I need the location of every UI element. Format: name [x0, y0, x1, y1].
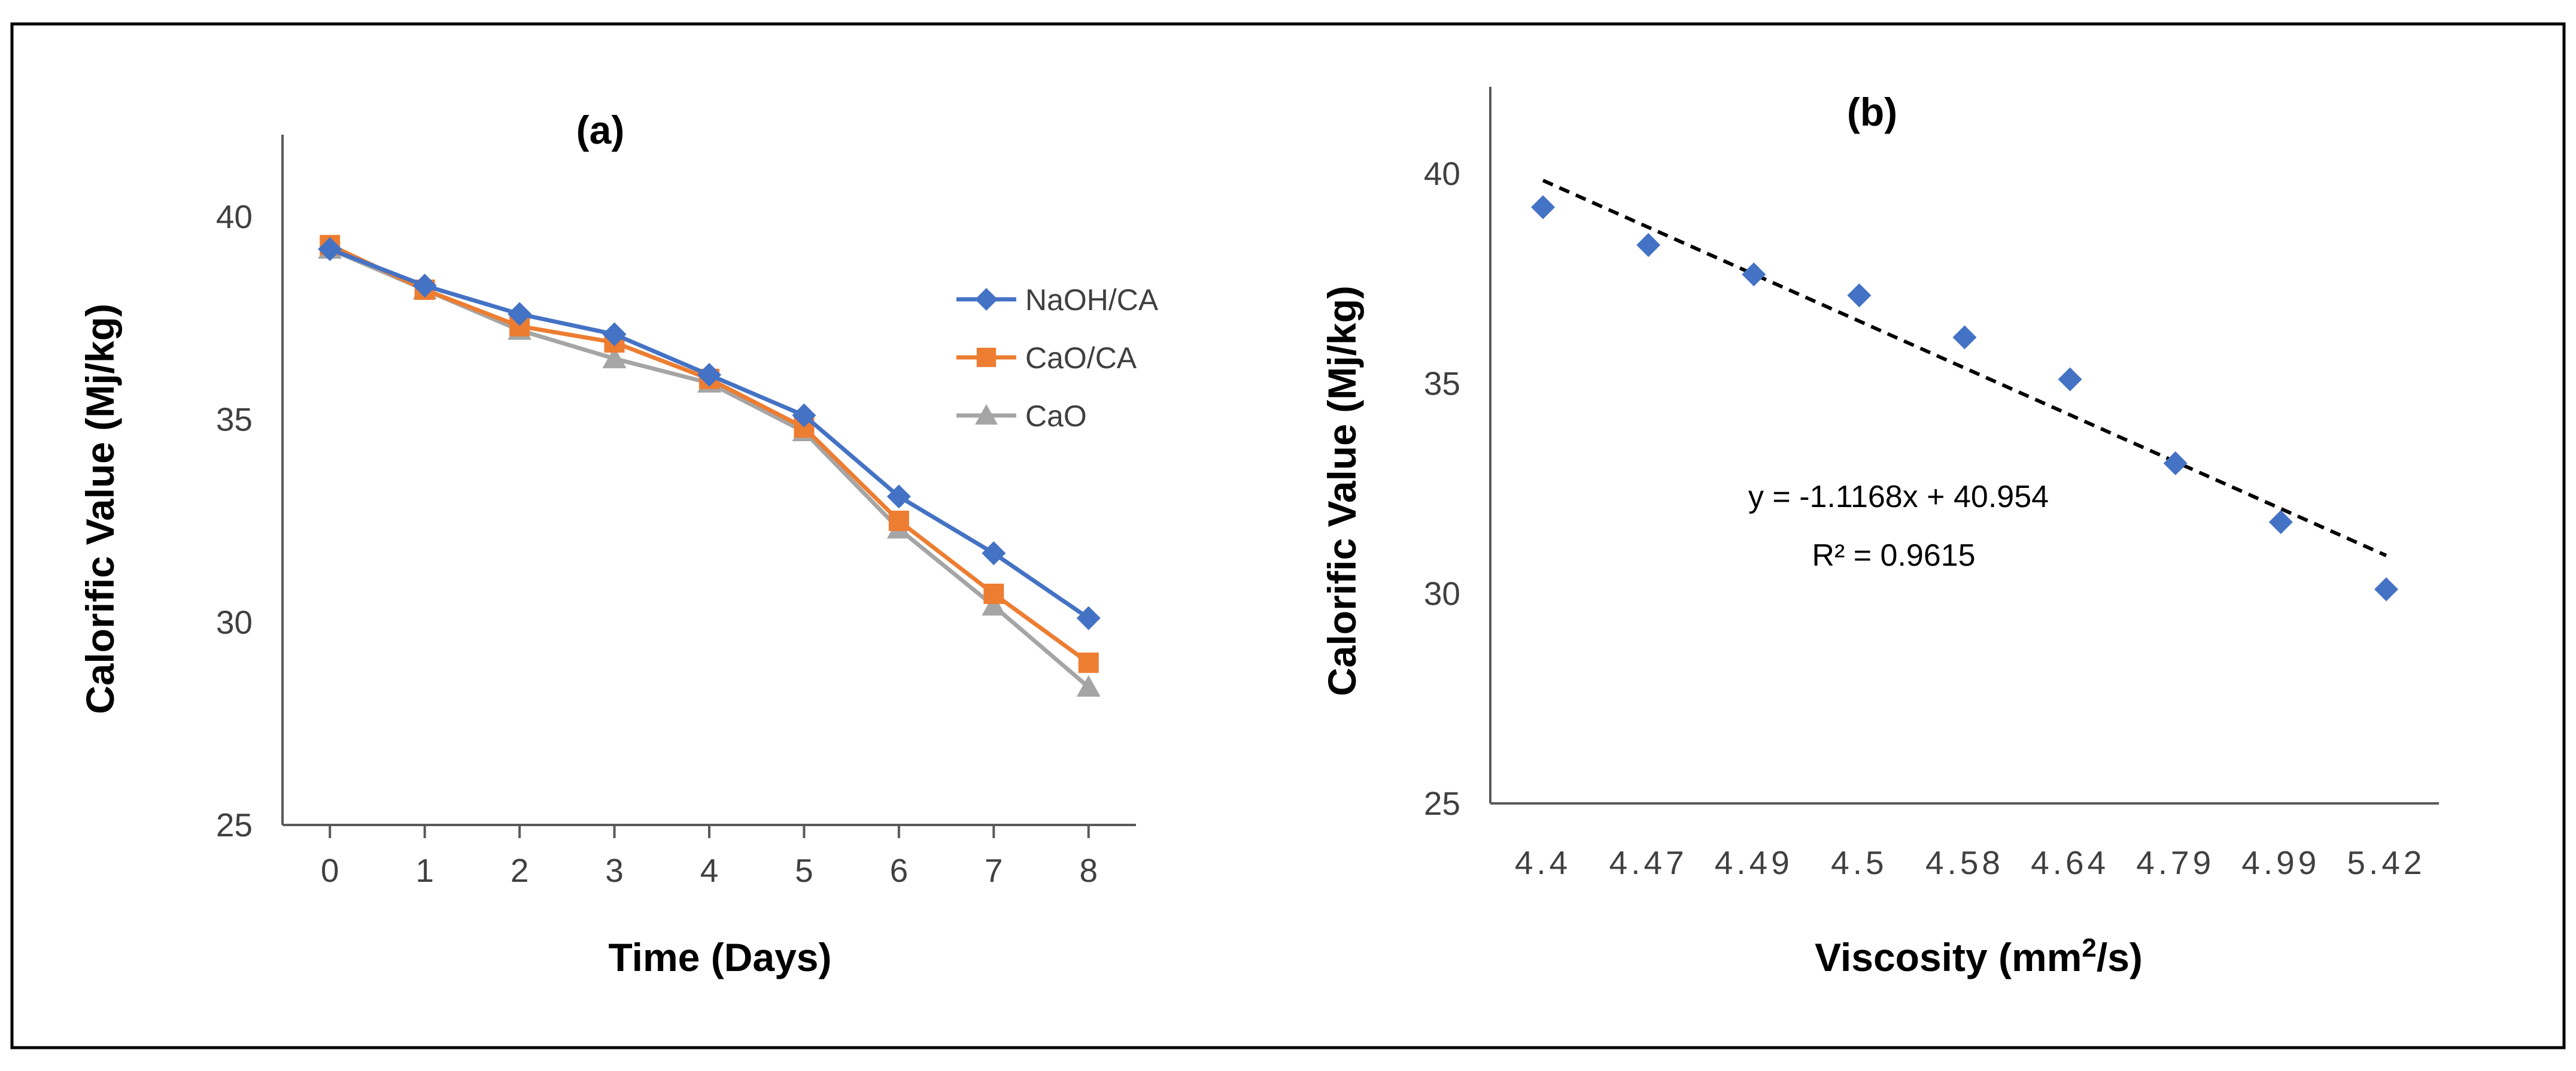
panel-a-x-tick-label: 0: [321, 852, 339, 889]
legend-marker: [976, 347, 997, 368]
data-point: [602, 347, 627, 369]
panel-a-y-tick-label: 40: [216, 198, 253, 235]
panel-a-title: (a): [576, 108, 625, 152]
data-point: [1952, 325, 1977, 350]
legend-label: CaO: [1025, 399, 1087, 433]
panel-a-x-axis-title: Time (Days): [609, 935, 832, 979]
data-point: [412, 274, 437, 298]
panel-b-x-tick-label: 4.79: [2136, 844, 2214, 881]
data-point: [2374, 577, 2398, 602]
data-point: [2163, 451, 2188, 475]
panel-b-x-tick-label: 4.49: [1715, 844, 1793, 881]
legend-marker: [975, 404, 998, 425]
panel-b-y-tick-label: 30: [1424, 575, 1460, 612]
data-point: [508, 302, 532, 326]
data-point: [1078, 653, 1099, 673]
panel-a-line-chart: (a) Time (Days) Calorific Value (Mj/kg) …: [78, 108, 1159, 979]
data-point: [697, 363, 721, 387]
panel-b-x-tick-label: 4.64: [2031, 844, 2109, 881]
legend-marker: [975, 288, 998, 311]
panel-b-x-tick-label: 4.47: [1609, 844, 1688, 881]
data-point: [318, 237, 342, 262]
panel-a-x-tick-label: 7: [985, 852, 1003, 889]
panel-b-x-tick-label: 5.42: [2347, 844, 2425, 881]
panel-a-x-tick-label: 4: [700, 852, 719, 889]
panel-b-x-tick-label: 4.58: [1925, 844, 2004, 881]
panel-a-x-tick-label: 2: [511, 852, 529, 889]
panel-a-y-tick-label: 35: [216, 401, 253, 438]
panel-a-x-tick-label: 5: [795, 852, 813, 889]
data-point: [2058, 367, 2082, 392]
superscript-two: 2: [2082, 933, 2096, 963]
data-point: [1531, 195, 1556, 220]
panel-b-title: (b): [1847, 90, 1897, 134]
panel-b-y-axis-title: Calorific Value (Mj/kg): [1320, 286, 1364, 696]
panel-b-y-tick-label: 25: [1424, 785, 1460, 822]
panel-a-x-tick-label: 8: [1079, 852, 1098, 889]
data-point: [888, 511, 909, 531]
panel-a-x-tick-label: 1: [415, 852, 434, 889]
data-point: [982, 594, 1006, 616]
panel-b-x-tick-label: 4.5: [1831, 844, 1887, 881]
panel-b-x-axis-title-text: Viscosity (mm: [1815, 935, 2082, 979]
data-point: [983, 583, 1004, 604]
panel-b-x-tick-label: 4.4: [1515, 844, 1571, 881]
data-point: [1742, 262, 1766, 287]
data-point: [982, 541, 1006, 566]
panel-a-x-tick-label: 6: [890, 852, 909, 889]
data-point: [1636, 233, 1661, 257]
panel-a-y-axis-title: Calorific Value (Mj/kg): [78, 304, 122, 714]
data-point: [2268, 510, 2293, 535]
panel-a-x-tick-label: 3: [605, 852, 624, 889]
figure-border: [10, 22, 2566, 1049]
data-point: [1847, 283, 1872, 308]
panel-a-y-tick-label: 30: [216, 603, 253, 641]
trendline: [1542, 178, 2387, 557]
panel-b-x-axis-title: Viscosity (mm2/s): [1815, 933, 2143, 980]
data-point: [1076, 606, 1101, 630]
panel-b-y-tick-label: 35: [1424, 365, 1460, 402]
panel-b-y-tick-label: 40: [1424, 155, 1460, 192]
trendline-r-squared: R² = 0.9615: [1812, 538, 1975, 573]
panel-b-scatter-chart: (b) Viscosity (mm2/s) Calorific Value (M…: [1320, 87, 2439, 979]
data-point: [886, 484, 911, 509]
data-point: [792, 403, 816, 427]
data-point: [602, 322, 627, 347]
panel-a-y-tick-label: 25: [216, 806, 253, 844]
data-point: [1076, 675, 1101, 697]
panel-b-x-tick-label: 4.99: [2241, 844, 2320, 881]
trendline-equation: y = -1.1168x + 40.954: [1748, 480, 2049, 514]
legend-label: NaOH/CA: [1025, 283, 1159, 317]
x-axis-title-rest: /s): [2097, 935, 2143, 979]
legend-label: CaO/CA: [1025, 341, 1137, 375]
